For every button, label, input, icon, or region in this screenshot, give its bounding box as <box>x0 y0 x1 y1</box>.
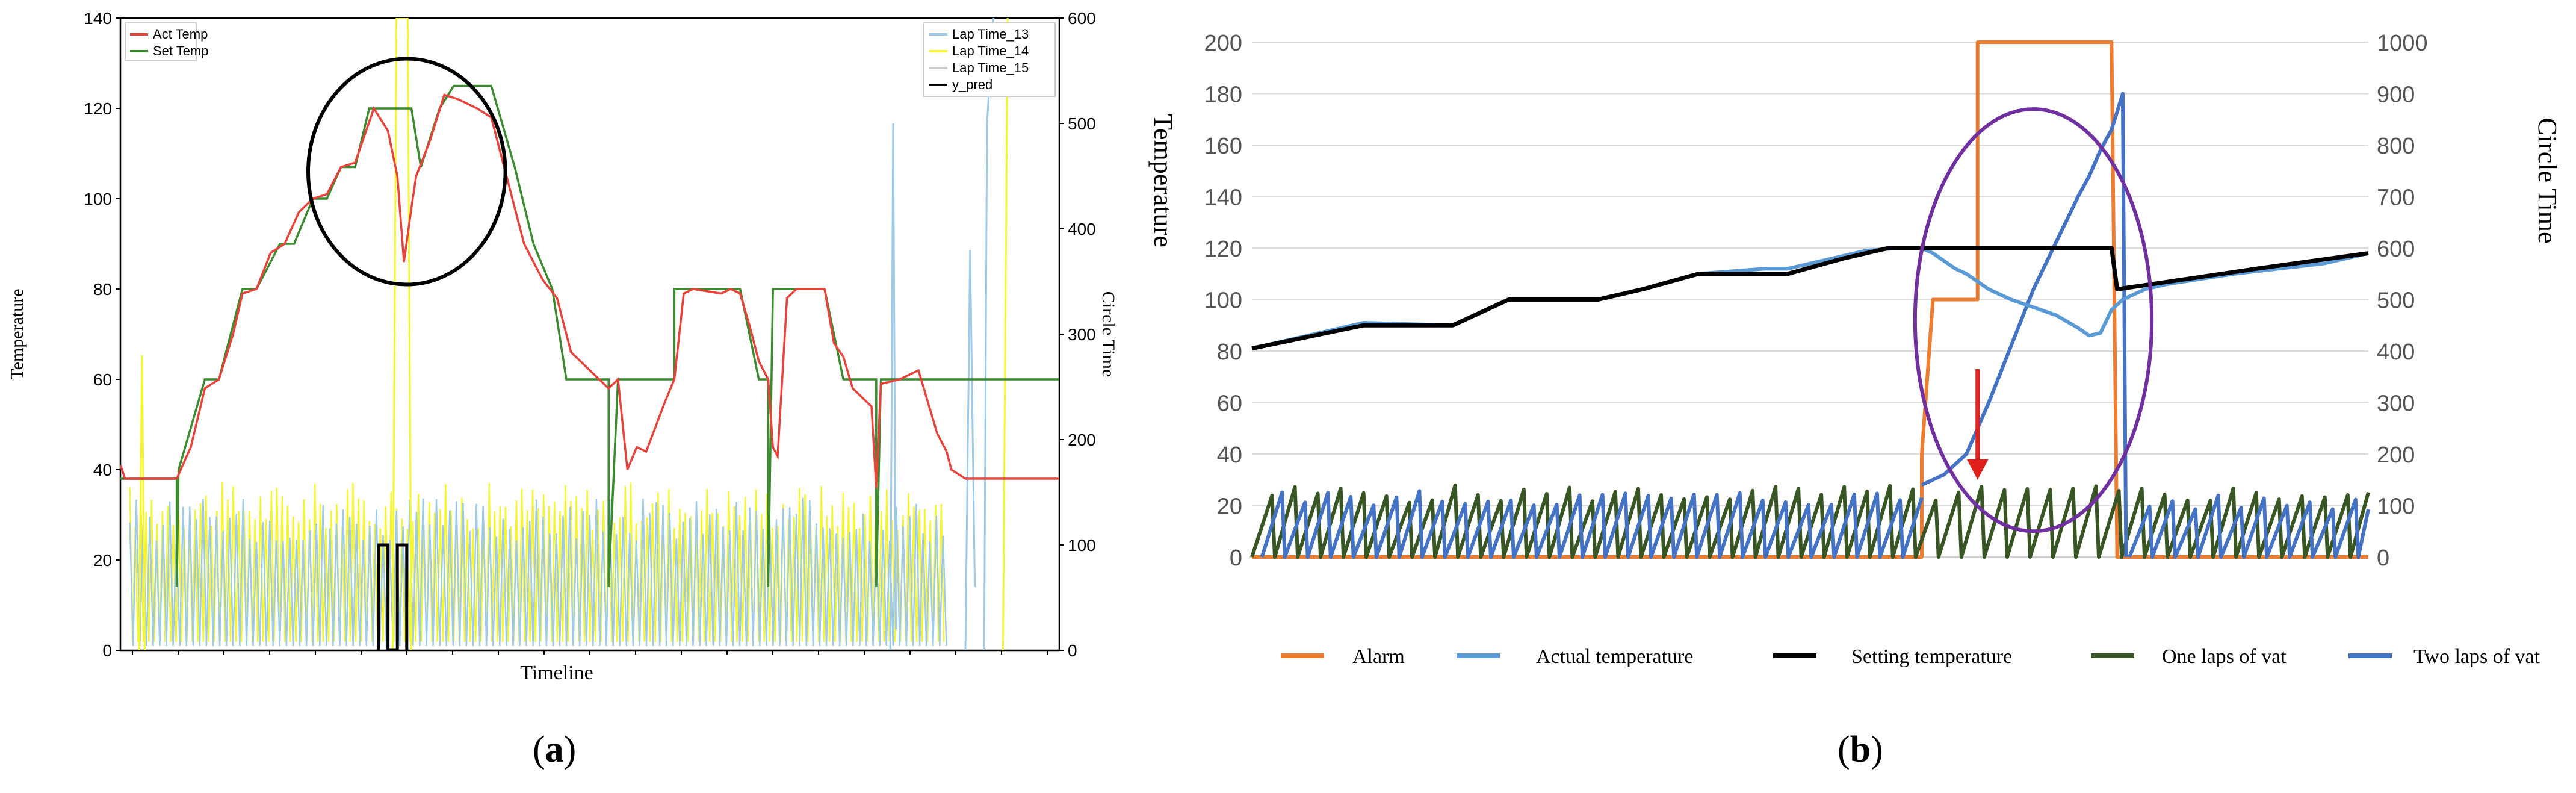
chart-a-legend-right: Lap Time_13 Lap Time_14 Lap Time_15 y_pr… <box>923 22 1056 97</box>
legend-label-ypred: y_pred <box>952 77 992 92</box>
annotation-ellipse-a <box>306 57 507 287</box>
chart-b-ytick-right-label: 800 <box>2377 134 2415 159</box>
chart-a-ytick-label: 60 <box>93 370 112 389</box>
chart-b-ytick-label: 60 <box>1217 391 1242 417</box>
chart-b-ytick-right-label: 200 <box>2377 443 2415 468</box>
series-actual-temperature <box>1251 246 2369 350</box>
chart-b-ylabel: Temperature <box>1148 114 1178 247</box>
legend-label-setting-temp: Setting temperature <box>1851 645 2012 668</box>
series-alarm <box>1252 40 2368 559</box>
chart-b-ytick-label: 200 <box>1204 31 1242 56</box>
chart-a-ytick-right-label: 500 <box>1068 114 1096 133</box>
series-set-temp <box>120 84 1059 588</box>
chart-b-ytick-label: 40 <box>1217 443 1242 468</box>
chart-b: 0 20 40 60 80 100 120 140 160 180 200 0 100 200 300 40… <box>1148 31 2562 668</box>
chart-a-ytick-label: 140 <box>84 9 112 28</box>
chart-b-ytick-label: 100 <box>1204 288 1242 314</box>
series-two-laps-of-vat <box>1260 489 1924 559</box>
chart-a-ytick-right-label: 300 <box>1068 325 1096 344</box>
chart-b-ytick-label: 160 <box>1204 134 1242 159</box>
chart-a-ytick-label: 80 <box>93 280 112 299</box>
legend-label-lap14: Lap Time_14 <box>952 43 1029 58</box>
series-act-temp <box>120 93 1059 488</box>
chart-b-ytick-label: 0 <box>1230 546 1242 571</box>
chart-b-ylabel-right: Circle Time <box>2533 117 2562 243</box>
legend-label-act-temp: Act Temp <box>153 26 208 42</box>
legend-label-actual-temp: Actual temperature <box>1536 645 1693 668</box>
chart-a-ytick-label: 0 <box>102 641 112 660</box>
series-lap-time-13 <box>129 497 947 647</box>
legend-label-set-temp: Set Temp <box>153 43 209 58</box>
chart-b-ytick-label: 180 <box>1204 82 1242 108</box>
chart-b-ytick-right-label: 300 <box>2377 391 2415 417</box>
chart-b-ytick-label: 20 <box>1217 494 1242 520</box>
series-lap-time-14 <box>129 482 945 642</box>
chart-a-ytick-right-label: 0 <box>1068 641 1077 660</box>
legend-label-one-lap: One laps of vat <box>2162 645 2287 668</box>
chart-a: 0 20 40 60 80 100 120 140 0 100 200 300 400 500 600 T… <box>0 0 1118 686</box>
chart-a-ytick-right-label: 600 <box>1068 9 1096 28</box>
spike-lap-time-14 <box>1002 18 1009 650</box>
chart-b-ytick-right-label: 400 <box>2377 340 2415 365</box>
series-two-laps-of-vat <box>1921 92 2128 558</box>
legend-label-lap15: Lap Time_15 <box>952 60 1029 75</box>
chart-b-ytick-right-label: 700 <box>2377 185 2415 211</box>
chart-a-ytick-right-label: 400 <box>1068 220 1096 238</box>
chart-b-ytick-right-label: 100 <box>2377 494 2415 520</box>
chart-a-ytick-label: 120 <box>84 99 112 118</box>
legend-label-lap13: Lap Time_13 <box>952 26 1029 42</box>
chart-a-ytick-label: 20 <box>93 551 112 570</box>
legend-label-two-laps: Two laps of vat <box>2413 645 2540 668</box>
chart-b-ytick-label: 120 <box>1204 237 1242 262</box>
chart-b-ytick-label: 140 <box>1204 185 1242 211</box>
chart-a-ytick-label: 100 <box>84 190 112 208</box>
chart-a-ylabel: Temperature <box>7 288 27 379</box>
spike-lap-time-13 <box>889 123 897 650</box>
chart-a-ytick-label: 40 <box>93 461 112 479</box>
legend-label-alarm: Alarm <box>1352 645 1405 668</box>
chart-b-ytick-right-label: 900 <box>2377 82 2415 108</box>
series-setting-temperature <box>1251 246 2369 351</box>
chart-b-ytick-label: 80 <box>1217 340 1242 365</box>
chart-a-legend-left: Act Temp Set Temp <box>125 22 209 61</box>
chart-b-ytick-right-label: 600 <box>2377 237 2415 262</box>
annotation-arrow-head <box>1966 459 1989 480</box>
spike-lap-time-14 <box>138 355 146 650</box>
chart-b-legend: Alarm Actual temperature Setting tempera… <box>1281 645 2540 668</box>
series-y-pred <box>377 543 409 650</box>
spike-lap-time-14 <box>391 18 413 650</box>
chart-a-xlabel: Timeline <box>520 662 593 684</box>
chart-b-ytick-right-label: 1000 <box>2377 31 2428 56</box>
annotation-ellipse-b <box>1913 107 2154 533</box>
chart-b-ytick-right-label: 0 <box>2377 546 2389 571</box>
caption-b-letter: b <box>1850 729 1871 770</box>
caption-a-letter: a <box>545 729 564 770</box>
chart-a-ylabel-right: Circle Time <box>1098 291 1118 378</box>
spike-lap-time-13 <box>964 249 976 650</box>
series-two-laps-of-vat <box>2128 493 2370 559</box>
chart-b-ytick-right-label: 500 <box>2377 288 2415 314</box>
caption-b: (b) <box>1838 729 1883 770</box>
chart-a-ytick-right-label: 200 <box>1068 431 1096 449</box>
caption-a: (a) <box>533 729 577 770</box>
chart-a-ytick-right-label: 100 <box>1068 536 1096 555</box>
